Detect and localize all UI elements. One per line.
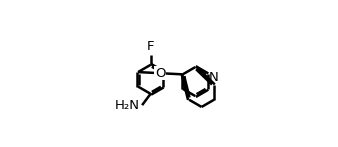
Text: H₂N: H₂N xyxy=(114,99,139,112)
Text: O: O xyxy=(155,67,166,80)
Text: F: F xyxy=(147,40,154,53)
Text: N: N xyxy=(209,71,218,84)
